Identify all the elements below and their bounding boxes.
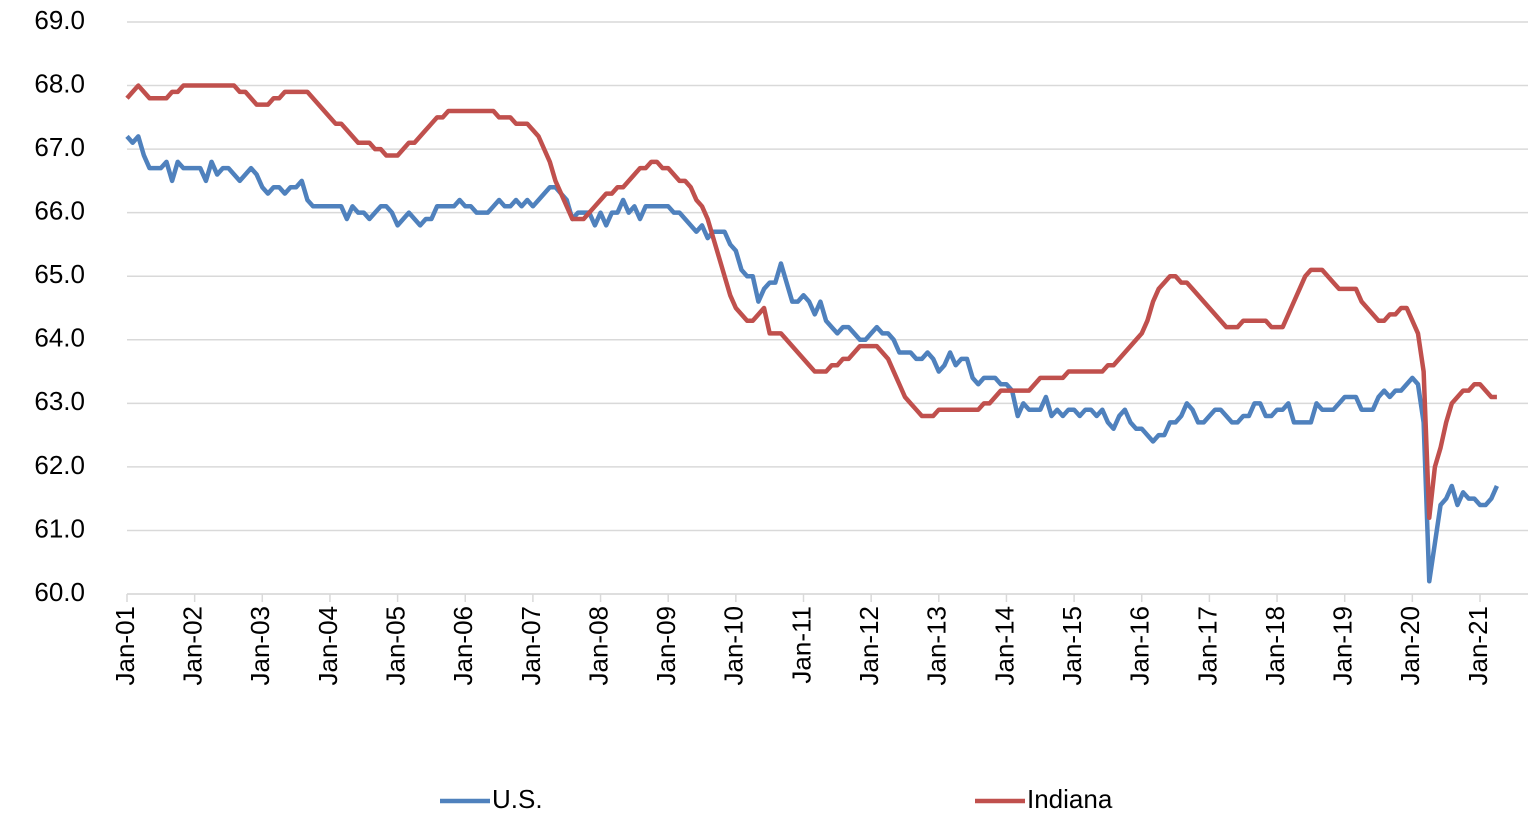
x-tick-label: Jan-14 [989, 606, 1019, 686]
series-line [125, 134, 1499, 584]
y-tick-label: 69.0 [34, 5, 85, 35]
x-tick-label: Jan-13 [922, 606, 952, 686]
y-tick-label: 66.0 [34, 196, 85, 226]
x-tick-label: Jan-15 [1057, 606, 1087, 686]
x-tick-label: Jan-16 [1125, 606, 1155, 686]
x-tick-label: Jan-05 [380, 606, 410, 686]
y-tick-label: 64.0 [34, 323, 85, 353]
y-tick-label: 62.0 [34, 450, 85, 480]
x-tick-label: Jan-06 [448, 606, 478, 686]
x-tick-label: Jan-17 [1192, 606, 1222, 686]
x-tick-label: Jan-20 [1395, 606, 1425, 686]
x-tick-label: Jan-03 [245, 606, 275, 686]
y-tick-label: 68.0 [34, 68, 85, 98]
x-tick-label: Jan-10 [719, 606, 749, 686]
y-tick-label: 63.0 [34, 386, 85, 416]
x-tick-label: Jan-18 [1260, 606, 1290, 686]
x-tick-label: Jan-07 [516, 606, 546, 686]
x-tick-label: Jan-01 [110, 606, 140, 686]
x-tick-label: Jan-08 [583, 606, 613, 686]
series-line [125, 83, 1497, 520]
y-tick-label: 65.0 [34, 259, 85, 289]
x-tick-label: Jan-02 [178, 606, 208, 686]
y-tick-label: 60.0 [34, 577, 85, 607]
y-tick-label: 67.0 [34, 132, 85, 162]
x-tick-label: Jan-19 [1328, 606, 1358, 686]
x-tick-label: Jan-09 [651, 606, 681, 686]
x-tick-label: Jan-11 [786, 606, 816, 684]
x-tick-label: Jan-21 [1463, 606, 1493, 686]
x-tick-label: Jan-04 [313, 606, 343, 686]
y-tick-label: 61.0 [34, 513, 85, 543]
legend-label: Indiana [1027, 784, 1113, 814]
x-tick-label: Jan-12 [854, 606, 884, 686]
legend-label: U.S. [492, 784, 543, 814]
